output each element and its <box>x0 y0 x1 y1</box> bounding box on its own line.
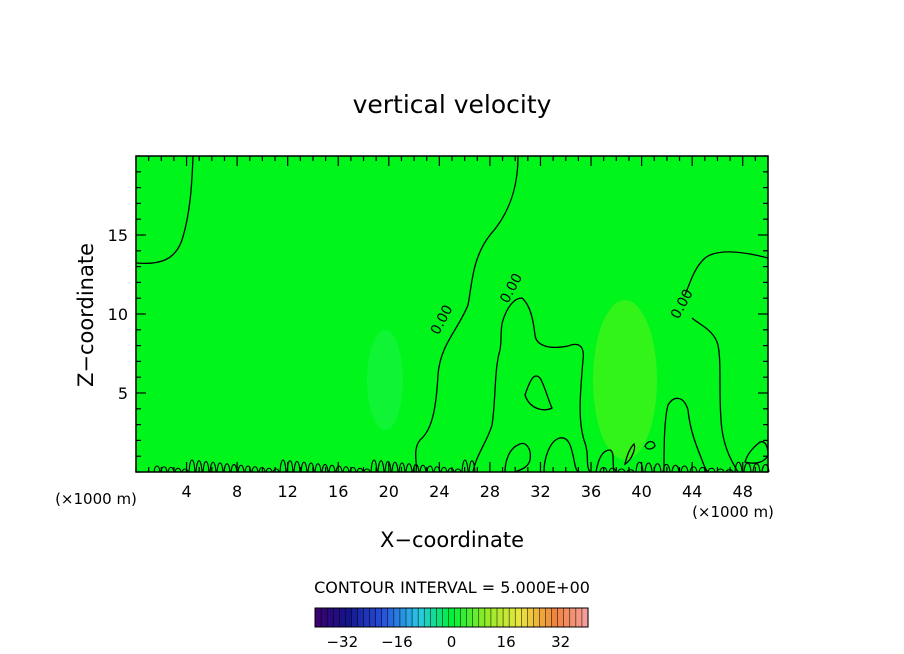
colorbar-segment <box>339 607 346 628</box>
colorbar-segment <box>466 607 474 628</box>
velocity-field <box>136 156 768 472</box>
colorbar-segment <box>472 607 480 628</box>
colorbar-frame <box>314 607 589 628</box>
x-tick-label: 16 <box>328 482 348 501</box>
y-unit-label: (×1000 m) <box>55 490 137 508</box>
contour-line-11 <box>595 449 615 473</box>
colorbar-segment <box>496 607 504 628</box>
colorbar-segment <box>345 607 352 628</box>
colorbar-segment <box>393 607 401 628</box>
colorbar-tick-label: −16 <box>381 633 413 651</box>
contour-line-12 <box>624 442 636 466</box>
x-unit-label: (×1000 m) <box>692 503 774 521</box>
x-tick-label: 40 <box>631 482 651 501</box>
updraft-plume <box>593 300 657 460</box>
colorbar-segment <box>430 607 437 628</box>
x-tick-label: 8 <box>232 482 242 501</box>
x-tick-label: 4 <box>181 482 191 501</box>
z-tick-label: 15 <box>108 226 128 245</box>
colorbar-segment <box>460 607 468 628</box>
colorbar: −32 −16 0 16 32 <box>314 607 589 651</box>
colorbar-segment <box>314 607 322 628</box>
contour-line-1 <box>135 155 194 265</box>
contour-line-3 <box>502 297 591 473</box>
x-tick-label: 44 <box>682 482 702 501</box>
colorbar-tick-label: 16 <box>497 633 516 651</box>
colorbar-segment <box>521 607 528 628</box>
z-tick-label: 5 <box>118 384 128 403</box>
colorbar-segment <box>569 607 577 628</box>
colorbar-segment <box>417 607 425 628</box>
contour-line-7 <box>663 397 709 473</box>
contour-line-13 <box>644 440 656 450</box>
x-axis-label: X−coordinate <box>380 528 524 552</box>
x-tick-label: 20 <box>379 482 399 501</box>
colorbar-segment <box>363 607 371 628</box>
colorbar-segment <box>375 607 383 628</box>
contour-line-14 <box>744 441 769 464</box>
chart-title: vertical velocity <box>353 90 552 119</box>
colorbar-segment <box>442 607 450 628</box>
colorbar-tick-label: −32 <box>326 633 358 651</box>
colorbar-segment <box>527 607 534 628</box>
contour-line-9 <box>504 442 531 473</box>
colorbar-segment <box>575 607 583 628</box>
colorbar-segment <box>545 607 553 628</box>
x-tick-label: 48 <box>733 482 753 501</box>
x-tick-label: 32 <box>530 482 550 501</box>
x-tick-label: 36 <box>581 482 601 501</box>
colorbar-segment <box>369 607 377 628</box>
colorbar-segment <box>332 607 340 628</box>
colorbar-segment <box>581 607 589 628</box>
colorbar-segment <box>399 607 407 628</box>
colorbar-segment <box>502 607 510 628</box>
colorbar-segment <box>490 607 498 628</box>
colorbar-segment <box>448 607 456 628</box>
contour-line-8 <box>524 375 553 411</box>
colorbar-segment <box>411 607 419 628</box>
contour-line-10 <box>543 437 581 473</box>
colorbar-segment <box>514 607 522 628</box>
colorbar-segment <box>478 607 486 628</box>
colorbar-segment <box>508 607 516 628</box>
colorbar-segment <box>436 607 443 628</box>
contour-line-6 <box>691 317 739 473</box>
colorbar-segment <box>454 607 462 628</box>
z-tick-label: 10 <box>108 305 128 324</box>
x-tick-label: 28 <box>480 482 500 501</box>
colorbar-segment <box>539 607 547 628</box>
colorbar-segment <box>387 607 395 628</box>
contour-line-2 <box>415 155 519 473</box>
colorbar-segment <box>484 607 492 628</box>
weak-plume <box>367 330 403 430</box>
x-tick-label: 24 <box>429 482 449 501</box>
colorbar-segment <box>381 607 389 628</box>
colorbar-segment <box>320 607 328 628</box>
colorbar-segment <box>551 607 559 628</box>
contour-line-5 <box>684 251 769 296</box>
colorbar-segment <box>326 607 334 628</box>
colorbar-segment <box>533 607 541 628</box>
x-tick-label: 12 <box>278 482 298 501</box>
contour-line-4 <box>472 319 504 473</box>
colorbar-segment <box>563 607 571 628</box>
y-axis-label: Z−coordinate <box>74 243 98 387</box>
colorbar-segment <box>423 607 431 628</box>
colorbar-segment <box>557 607 565 628</box>
colorbar-tick-label: 32 <box>551 633 570 651</box>
contour-interval-text: CONTOUR INTERVAL = 5.000E+00 <box>314 578 590 597</box>
colorbar-segment <box>357 607 365 628</box>
colorbar-segment <box>405 607 413 628</box>
colorbar-segment <box>351 607 359 628</box>
colorbar-tick-label: 0 <box>447 633 457 651</box>
